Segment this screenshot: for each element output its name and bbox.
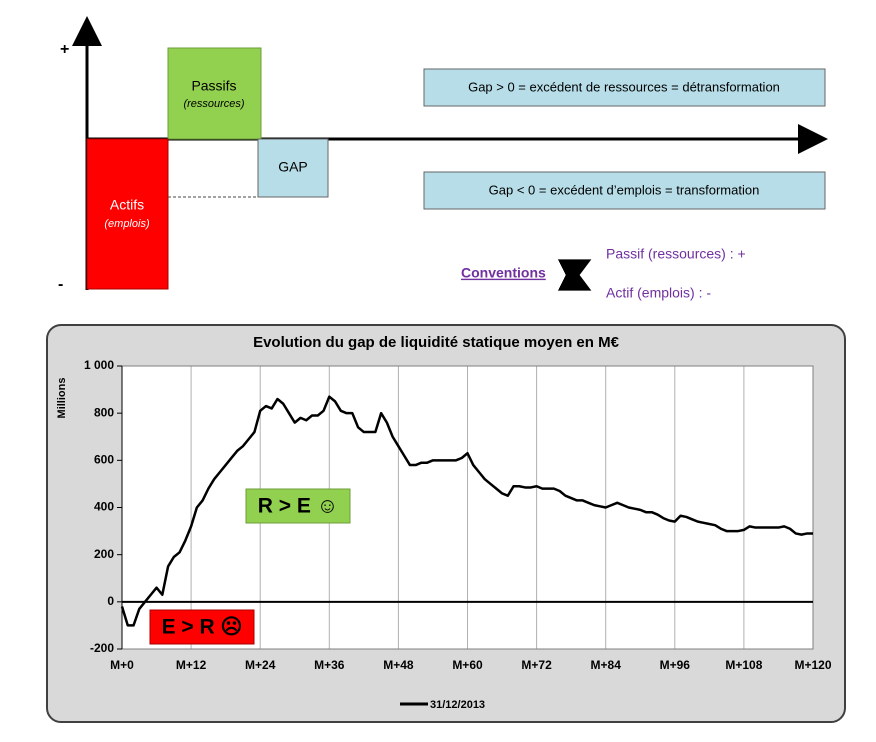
x-tick-label: M+24: [245, 658, 276, 672]
arrow-up: [557, 259, 592, 287]
actifs-sub: (emplois): [104, 218, 150, 230]
arrow-down: [557, 263, 592, 291]
x-tick-label: M+12: [176, 658, 207, 672]
plot: M+0 M+12 M+24 M+36 M+48 M+60 M+72 M+84 M+96 M+108…: [84, 358, 832, 672]
x-tick-label: M+96: [660, 658, 691, 672]
gap-neg: Gap < 0 = excédent d’emplois = transform…: [489, 182, 760, 197]
x-tick-label: M+60: [452, 658, 483, 672]
y-tick-label: 1 000: [84, 358, 114, 372]
gap: GAP: [278, 159, 308, 175]
x-tick-label: M+72: [521, 658, 552, 672]
x-tick-label: M+108: [725, 658, 762, 672]
x-tick-label: M+48: [383, 658, 414, 672]
x-tick-label: M+36: [314, 658, 345, 672]
passifs-box: [167, 47, 262, 140]
annotation-box: [149, 609, 255, 645]
gap-pos-box: [423, 68, 826, 107]
conv-actif: Actif (emplois) : -: [606, 285, 711, 301]
conventions: Conventions: [461, 265, 546, 281]
data-line: [120, 395, 813, 627]
passifs-sub: (ressources): [183, 98, 244, 110]
y-tick-label: 600: [94, 453, 114, 467]
minus: -: [58, 276, 63, 293]
legend-label: 31/12/2013: [430, 699, 485, 711]
y-tick-label: -200: [90, 641, 114, 655]
conv-passif: Passif (ressources) : +: [606, 246, 746, 262]
plus: +: [60, 41, 69, 58]
x-tick-label: M+120: [794, 658, 831, 672]
annotation: E > R ☹: [162, 616, 243, 639]
y-axis-title: Millions: [56, 378, 68, 419]
diagram: + - Passifs (ressources) Actifs (emplois…: [58, 16, 828, 301]
y-tick-label: 400: [94, 500, 114, 514]
y-tick-label: 800: [94, 405, 114, 419]
gap-neg-box: [423, 171, 826, 210]
actifs: Actifs: [110, 197, 144, 213]
chart-title: Evolution du gap de liquidité statique m…: [253, 334, 620, 351]
gap-pos: Gap > 0 = excédent de ressources = détra…: [468, 79, 780, 94]
y-tick-label: 0: [107, 594, 114, 608]
annotation: R > E ☺: [258, 495, 338, 518]
gap-box: [257, 138, 329, 198]
actifs-box: [86, 138, 169, 290]
x-tick-label: M+0: [110, 658, 134, 672]
x-tick-label: M+84: [591, 658, 622, 672]
y-tick-label: 200: [94, 547, 114, 561]
annotation-box: [245, 488, 351, 524]
passifs: Passifs: [191, 78, 236, 94]
